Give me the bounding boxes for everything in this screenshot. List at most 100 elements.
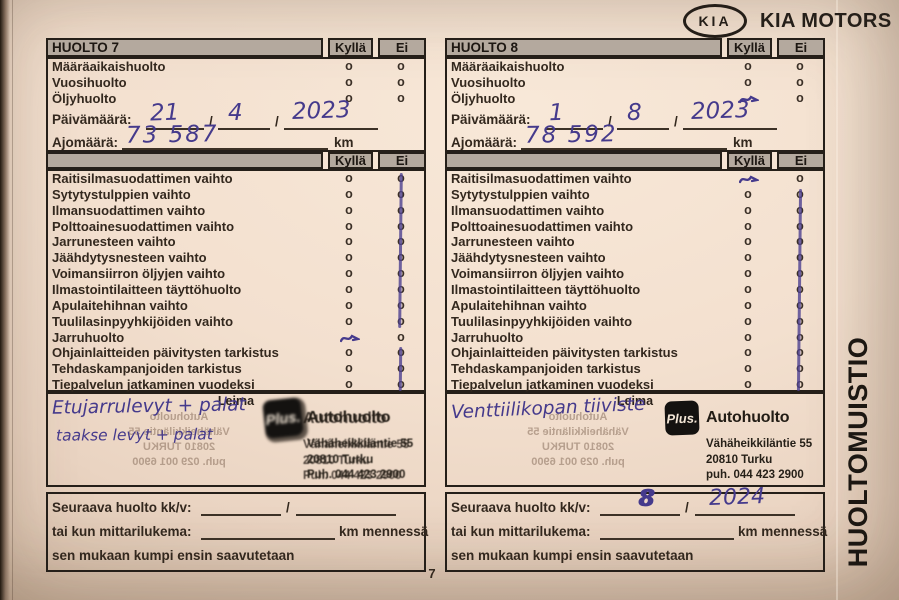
stamp-address: Vähäheikkiläntie 55 (706, 438, 813, 450)
km-by-label: km mennessä (339, 524, 429, 539)
workshop-stamp: Plus. Autohuolto Vähäheikkiläntie 55 20810 … (262, 397, 424, 484)
checklist-bar (445, 152, 722, 169)
check-circle: o (744, 186, 752, 201)
date-day-line (146, 114, 204, 130)
check-circle: o (345, 266, 353, 281)
pen-check-mark-icon (738, 95, 761, 104)
service-item-label: Ilmansuodattimen vaihto (52, 202, 206, 218)
service-record-panel-1: HUOLTO 7 Kyllä Ei Määräaikaishuolto o o Vuosih… (46, 38, 429, 572)
workshop-stamp: Plus. Autohuolto Vähäheikkiläntie 55 20810 … (664, 400, 823, 484)
next-month-line (201, 500, 281, 516)
km-unit: km (733, 135, 753, 150)
check-circle: o (345, 234, 353, 249)
stamp-company-name: Autohuolto (307, 409, 391, 426)
pen-check-mark-icon (339, 333, 362, 342)
ei-column-header: Ei (777, 38, 825, 57)
stamp-box (445, 392, 825, 487)
service-item-label: Voimansiirron öljyjen vaihto (52, 266, 226, 282)
page-crease (12, 0, 13, 600)
check-circle: o (345, 361, 353, 376)
ei-column-header: Ei (378, 38, 426, 57)
service-type-label: Vuosihuolto (451, 75, 526, 90)
check-circle: o (345, 345, 353, 360)
handwritten-next-year: 2024 (708, 484, 766, 511)
check-circle: o (744, 377, 752, 392)
next-service-label: Seuraava huolto kk/v: (52, 500, 192, 515)
service-item-label: Apulaitehihnan vaihto (451, 297, 587, 313)
service-item-label: Sytytystulppien vaihto (451, 186, 590, 202)
check-circle: o (345, 202, 353, 217)
check-circle: o (744, 361, 752, 376)
service-item-label: Ilmastointilaitteen täyttöhuolto (451, 281, 641, 297)
date-month-line (218, 114, 270, 130)
service-item-label: Tiepalvelun jatkaminen vuodeksi (451, 377, 654, 393)
date-year-line (284, 114, 378, 130)
check-circle: o (744, 202, 752, 217)
check-circle: o (397, 329, 405, 344)
check-circle: o (345, 59, 353, 73)
odometer-label: Ajomäärä: (52, 135, 119, 150)
service-item-label: Jäähdytysnesteen vaihto (451, 250, 606, 266)
service-type-box (445, 57, 825, 152)
or-odometer-label: tai kun mittarilukema: (451, 524, 591, 539)
check-circle: o (744, 297, 752, 312)
service-item-label: Ilmastointilaitteen täyttöhuolto (52, 281, 242, 297)
limit-km-line (600, 524, 734, 540)
next-service-label: Seuraava huolto kk/v: (451, 500, 591, 515)
service-type-label: Vuosihuolto (52, 75, 127, 90)
check-circle: o (345, 281, 353, 296)
service-item-label: Tehdaskampanjoiden tarkistus (52, 361, 242, 377)
service-checklist-box (46, 169, 426, 392)
whichever-first-label: sen mukaan kumpi ensin saavutetaan (451, 548, 694, 563)
side-label-huoltomuistio: HUOLTOMUISTIO (843, 336, 873, 568)
check-circle: o (345, 297, 353, 312)
service-item-label: Apulaitehihnan vaihto (52, 297, 188, 313)
kylla-column-header: Kyllä (727, 152, 772, 169)
check-circle: o (397, 91, 405, 105)
service-item-label: Sytytystulppien vaihto (52, 186, 191, 202)
check-circle: o (744, 234, 752, 249)
stamp-area-label: Leima (217, 394, 255, 408)
service-type-label: Öljyhuolto (52, 91, 117, 106)
check-circle: o (796, 75, 804, 89)
service-checklist-box (445, 169, 825, 392)
service-item-label: Raitisilmasuodattimen vaihto (451, 171, 632, 186)
check-circle: o (345, 75, 353, 89)
brand-name: KIA MOTORS (760, 9, 892, 32)
stamp-company-name: Autohuolto (706, 409, 790, 426)
slash: / (608, 114, 612, 129)
service-item-label: Tuulilasinpyyhkijöiden vaihto (52, 313, 234, 329)
check-circle: o (796, 91, 804, 105)
kylla-column-header: Kyllä (328, 152, 373, 169)
check-circle: o (345, 250, 353, 265)
check-circle: o (345, 218, 353, 233)
or-odometer-label: tai kun mittarilukema: (52, 524, 192, 539)
page-number: 7 (428, 566, 436, 581)
service-type-label: Öljyhuolto (451, 91, 516, 106)
whichever-first-label: sen mukaan kumpi ensin saavutetaan (52, 548, 295, 563)
plus-logo-icon: Plus. (664, 400, 700, 436)
next-service-box (445, 492, 825, 572)
date-month-line (617, 114, 669, 130)
check-circle: o (744, 345, 752, 360)
check-circle: o (397, 59, 405, 73)
odometer-line (521, 134, 727, 150)
panel-title: HUOLTO 8 (451, 40, 519, 55)
ei-column-header: Ei (378, 152, 426, 169)
service-type-label: Määräaikaishuolto (451, 59, 565, 74)
service-item-label: Polttoainesuodattimen vaihto (451, 218, 634, 234)
slash: / (275, 114, 279, 129)
slash: / (685, 500, 689, 515)
check-circle: o (744, 281, 752, 296)
check-circle: o (345, 91, 353, 105)
service-item-label: Ohjainlaitteiden päivitysten tarkistus (52, 345, 279, 361)
service-record-panel-2: HUOLTO 8 Kyllä Ei Määräaikaishuolto o o Vuosih… (445, 38, 827, 572)
service-item-label: Jarrunesteen vaihto (451, 234, 575, 250)
stamp-phone: Puh. 044 423 2900 (307, 469, 406, 481)
ei-column-header: Ei (777, 152, 825, 169)
service-item-label: Voimansiirron öljyjen vaihto (451, 266, 625, 282)
handwritten-next-month: 8 (638, 486, 655, 512)
plus-logo-icon: Plus. (262, 397, 304, 439)
date-label: Päivämäärä: (52, 112, 132, 127)
